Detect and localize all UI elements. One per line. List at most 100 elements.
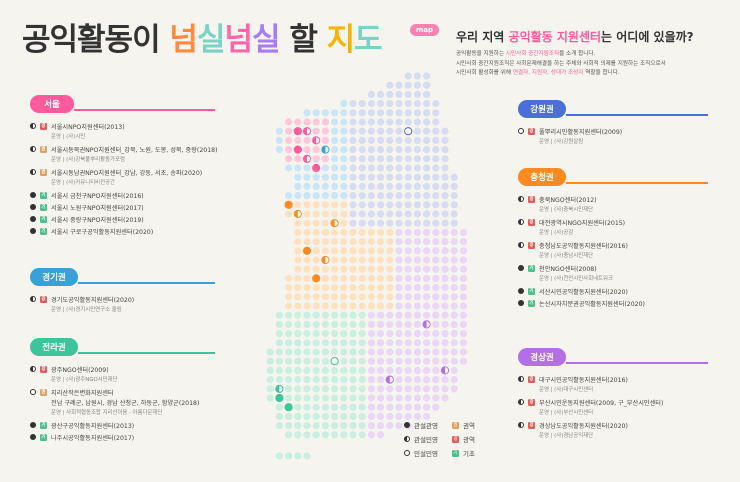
center-entry[interactable]: 권 지리산작은변화지원센터	[30, 387, 114, 397]
map-dot	[340, 330, 348, 338]
map-dot	[367, 265, 375, 273]
center-entry[interactable]: 광 광주NGO센터(2009)	[30, 364, 109, 374]
center-marker[interactable]	[440, 366, 450, 375]
map-dot	[395, 330, 403, 338]
map-dot	[413, 284, 421, 292]
center-entry[interactable]: 광 충청남도공익활동지원센터(2016)	[518, 240, 628, 250]
operation-type-icon	[30, 366, 36, 372]
center-entry[interactable]: 광 풀뿌리시민활동지원센터(2009)	[518, 126, 622, 136]
center-marker[interactable]	[385, 375, 394, 384]
center-entry[interactable]: 광 대전광역시NGO지원센터(2015)	[518, 217, 625, 227]
map-dot	[285, 330, 293, 338]
map-dot	[367, 109, 375, 117]
center-entry[interactable]: 기 서울시 구로구공익활동지원센터(2020)	[30, 226, 153, 236]
map-dot	[331, 118, 339, 126]
map-dot	[413, 192, 421, 200]
map-dot	[413, 339, 421, 347]
map-dot	[303, 422, 311, 430]
map-dot	[441, 348, 449, 356]
center-marker[interactable]	[422, 320, 431, 329]
center-entry[interactable]: 광 경기도공익활동지원센터(2020)	[30, 294, 134, 304]
intro-title: 우리 지역 공익활동 지원센터는 어디에 있을까?	[456, 30, 694, 44]
center-marker[interactable]	[293, 145, 302, 154]
map-dot	[404, 348, 412, 356]
operation-type-icon	[30, 389, 36, 395]
center-entry[interactable]: 기 광산구공익활동지원센터(2013)	[30, 420, 134, 430]
center-marker[interactable]	[404, 127, 413, 136]
map-dot	[331, 182, 339, 190]
map-dot	[386, 339, 394, 347]
center-entry[interactable]: 기 서울시 중랑구NPO지원센터(2019)	[30, 214, 144, 224]
map-dot	[386, 201, 394, 209]
map-dot	[450, 284, 458, 292]
center-entry[interactable]: 광 충북NGO센터(2012)	[518, 194, 597, 204]
map-dot	[367, 192, 375, 200]
center-entry[interactable]: 기 논산시자치분권공익활동지원센터(2020)	[518, 298, 645, 308]
center-marker[interactable]	[330, 357, 339, 366]
map-dot	[331, 320, 339, 328]
map-dot	[413, 155, 421, 163]
center-marker[interactable]	[293, 127, 302, 136]
map-dot	[423, 127, 431, 135]
map-dot	[450, 256, 458, 264]
map-dot	[441, 155, 449, 163]
map-dot	[303, 256, 311, 264]
center-marker[interactable]	[284, 200, 293, 209]
map-dot	[459, 265, 467, 273]
map-dot	[404, 385, 412, 393]
center-marker[interactable]	[275, 384, 284, 393]
center-marker[interactable]	[330, 219, 339, 228]
center-entry[interactable]: 권 서울시동북권NPO지원센터_강북, 노원, 도봉, 성북, 중랑(2018)	[30, 144, 217, 154]
map-dot	[395, 293, 403, 301]
map-dot	[331, 293, 339, 301]
center-entry[interactable]: 기 나주시공익활동지원센터(2017)	[30, 432, 134, 442]
map-dot	[285, 394, 293, 402]
center-entry[interactable]: 광 부산시민운동지원센터(2009, 구_부산시민센터)	[518, 397, 663, 407]
center-marker[interactable]	[302, 127, 312, 136]
center-marker[interactable]	[321, 145, 330, 154]
center-entry[interactable]: 기 서울시 노원구NPO지원센터(2017)	[30, 202, 144, 212]
map-dot	[303, 412, 311, 420]
center-entry[interactable]: 광 서울시NPO지원센터(2013)	[30, 121, 125, 131]
map-dot	[423, 339, 431, 347]
center-marker[interactable]	[302, 246, 312, 255]
center-entry[interactable]: 권 서울시동남권NPO지원센터_강남, 강동, 서초, 송파(2020)	[30, 167, 202, 177]
map-dot	[303, 339, 311, 347]
map-dot	[395, 274, 403, 282]
map-dot	[349, 366, 357, 374]
center-entry[interactable]: 기 서산시민공익활동지원센터(2020)	[518, 286, 628, 296]
center-entry[interactable]: 기 천안NGO센터(2008)	[518, 263, 597, 273]
legend-tag-icon: 권	[452, 421, 459, 429]
center-marker[interactable]	[312, 163, 321, 173]
map-dot	[367, 302, 375, 310]
center-marker[interactable]	[312, 274, 321, 283]
center-entry[interactable]: 기 서울시 금천구NPO지원센터(2016)	[30, 190, 144, 200]
map-dot	[358, 311, 366, 319]
map-dot	[340, 394, 348, 402]
center-marker[interactable]	[284, 403, 293, 412]
map-dot	[340, 376, 348, 384]
map-dot	[404, 100, 412, 108]
center-marker[interactable]	[302, 154, 312, 163]
map-dot	[441, 146, 449, 154]
map-dot	[285, 274, 293, 282]
center-marker[interactable]	[275, 393, 284, 403]
center-entry[interactable]: 광 대구시민공익활동지원센터(2016)	[518, 374, 628, 384]
map-dot	[358, 247, 366, 255]
center-name: 부산시민운동지원센터(2009, 구_부산시민센터)	[539, 399, 664, 407]
map-dot	[303, 284, 311, 292]
map-dot	[349, 412, 357, 420]
map-dot	[312, 155, 320, 163]
operation-type-icon	[30, 434, 36, 440]
operation-type-icon	[518, 399, 524, 405]
map-dot	[459, 247, 467, 255]
center-entry[interactable]: 광 경상남도공익활동지원센터(2020)	[518, 420, 628, 430]
center-marker[interactable]	[293, 209, 302, 219]
map-dot	[413, 72, 421, 80]
map-dot	[321, 265, 329, 273]
center-marker[interactable]	[312, 136, 321, 145]
center-marker[interactable]	[321, 255, 330, 265]
map-dot-jeju	[294, 452, 302, 460]
map-dot	[349, 339, 357, 347]
map-dot	[395, 155, 403, 163]
